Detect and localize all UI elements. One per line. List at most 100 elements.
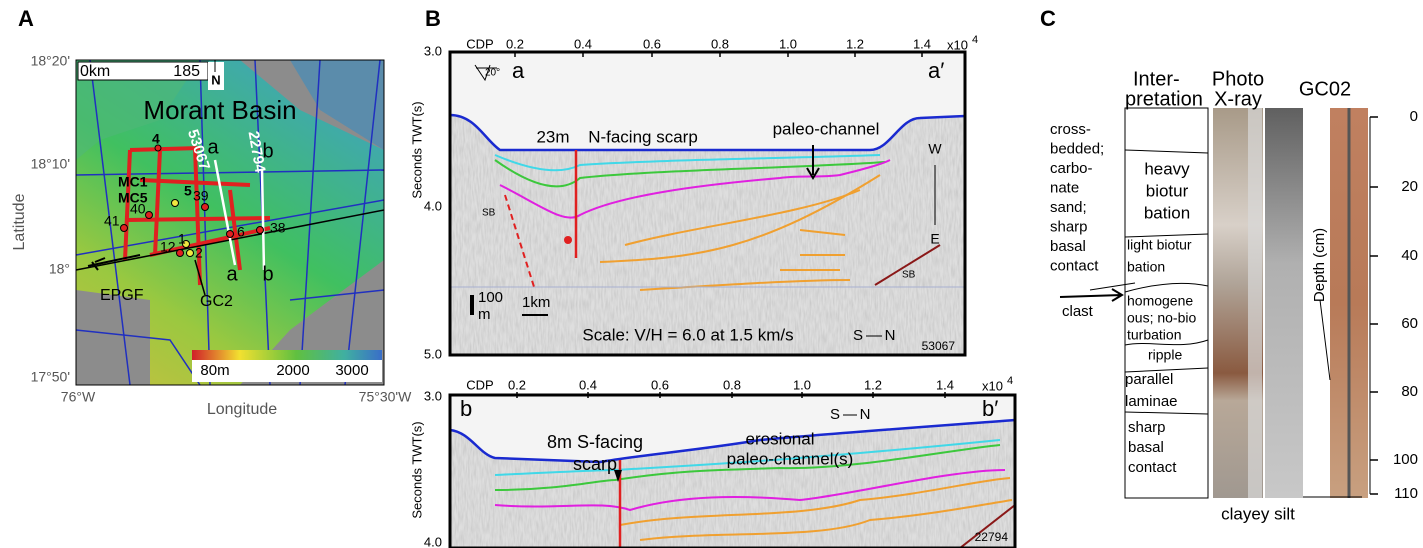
cdp-label: CDP: [466, 36, 493, 51]
sites: [120, 144, 264, 257]
colorbar-labels: [192, 360, 382, 382]
y-tick-label: 3.0: [424, 43, 442, 58]
y-tick-label: 4.0: [424, 534, 442, 548]
profile-frame: [448, 50, 967, 357]
arrow: [806, 145, 820, 180]
annotation: W: [928, 141, 942, 157]
line-end: a: [207, 136, 219, 158]
seafloor: [449, 113, 966, 152]
annotation: paleo-channel: [773, 119, 880, 138]
site-label: 12: [160, 239, 176, 255]
site-label: 5: [184, 183, 192, 199]
sb-line: [874, 244, 941, 286]
site-label: 2: [195, 245, 203, 261]
x-tick-label: 0.4: [574, 36, 592, 51]
profile-end: b: [460, 396, 472, 421]
annotation: 100: [478, 289, 503, 306]
horizon: [494, 469, 1006, 512]
site-label: 38: [270, 220, 286, 236]
profile-end: a: [512, 58, 525, 83]
panel-label: B: [425, 6, 441, 31]
lat-tick-label: 18°20': [31, 53, 70, 69]
horizon: [499, 159, 891, 219]
panel-label: C: [1040, 6, 1056, 31]
annotation: 1km: [522, 294, 550, 311]
x-tick-label: 1.4: [936, 377, 954, 392]
annotation: N-facing scarp: [588, 127, 698, 146]
x-tick-label: 0.6: [643, 36, 661, 51]
core-xray: [1265, 108, 1303, 498]
bathymetry: [290, 60, 384, 150]
gc2-arrow: [194, 259, 206, 296]
line-id: 22794: [975, 530, 1009, 544]
depth-tick-label: 40: [1401, 247, 1418, 264]
map-title: Morant Basin: [143, 95, 296, 125]
annotation: S: [830, 406, 840, 423]
side-note: sand;: [1050, 199, 1087, 216]
y-tick-label: 3.0: [424, 388, 442, 403]
side-note: sharp: [1050, 218, 1088, 235]
annotation: N: [885, 327, 896, 344]
bathymetry: [76, 60, 384, 385]
cdp-label: CDP: [466, 377, 493, 392]
site-label: MC5: [118, 190, 148, 206]
annotation: SB: [482, 208, 496, 219]
depth-tick-label: 0: [1410, 108, 1418, 125]
x-tick-label: 0.8: [723, 377, 741, 392]
axis-label: Longitude: [207, 401, 277, 418]
horizons: [619, 477, 1013, 541]
colorbar-label: 80m: [200, 362, 229, 379]
unit-label: light biotur: [1127, 237, 1192, 253]
clast-label: clast: [1062, 303, 1094, 320]
scale-label: 185: [173, 63, 200, 80]
lon-tick-label: 75°30'W: [359, 389, 412, 405]
unit-label: sharp: [1128, 419, 1166, 436]
annotation: E: [930, 231, 939, 247]
interpretation-column: [1124, 107, 1209, 499]
depth-tick-label: 100: [1393, 451, 1418, 468]
survey-grid: [123, 146, 271, 286]
seismic-profile: [448, 50, 967, 357]
horizon: [494, 439, 1001, 476]
side-note: bedded;: [1050, 140, 1104, 157]
column-title: pretation: [1125, 88, 1203, 110]
dip-symbol: [474, 64, 497, 82]
annotation: scarp: [573, 454, 617, 474]
lon-tick-label: 76°W: [61, 389, 96, 405]
unit-label: ripple: [1148, 347, 1182, 363]
annotation: paleo-channel(s): [727, 449, 854, 468]
annotation: S: [853, 327, 863, 344]
profile-lines: [213, 159, 266, 271]
seismic-profile: [448, 393, 1017, 548]
lat-tick-label: 18°10': [31, 156, 70, 172]
side-note: carbo-: [1050, 160, 1093, 177]
lat-tick-label: 18°: [49, 261, 70, 277]
x-tick-label: 1.0: [779, 36, 797, 51]
annotation: Scale: V/H = 6.0 at 1.5 km/s: [582, 325, 793, 344]
horizons: [599, 174, 881, 291]
bottom-label: clayey silt: [1221, 504, 1295, 523]
x-tick-label: 1.4: [913, 36, 931, 51]
depth-tick-label: 110: [1394, 485, 1418, 502]
annotation: 8m S-facing: [547, 432, 643, 452]
map-frame: [75, 59, 385, 386]
site-label: MC1: [118, 174, 148, 190]
x-tick-label: 1.0: [793, 377, 811, 392]
site-label: 40: [130, 201, 146, 217]
feature-label: GC2: [200, 293, 233, 310]
seafloor: [449, 418, 1016, 464]
fault-dashed: [504, 194, 536, 291]
column-title: Inter-: [1133, 68, 1180, 90]
fault-arrows: [87, 254, 141, 271]
unit-label: heavy: [1144, 159, 1190, 178]
clast-arrow: [1059, 288, 1124, 302]
core-xray-strip: [1248, 108, 1262, 498]
x-multiplier: x10: [982, 378, 1003, 393]
depth-tick-label: 80: [1401, 383, 1418, 400]
line-end: a: [226, 263, 238, 285]
pointer: [1303, 299, 1362, 498]
site-label: 4: [152, 131, 160, 147]
panel-label: A: [18, 6, 34, 31]
horizon: [494, 444, 1001, 491]
